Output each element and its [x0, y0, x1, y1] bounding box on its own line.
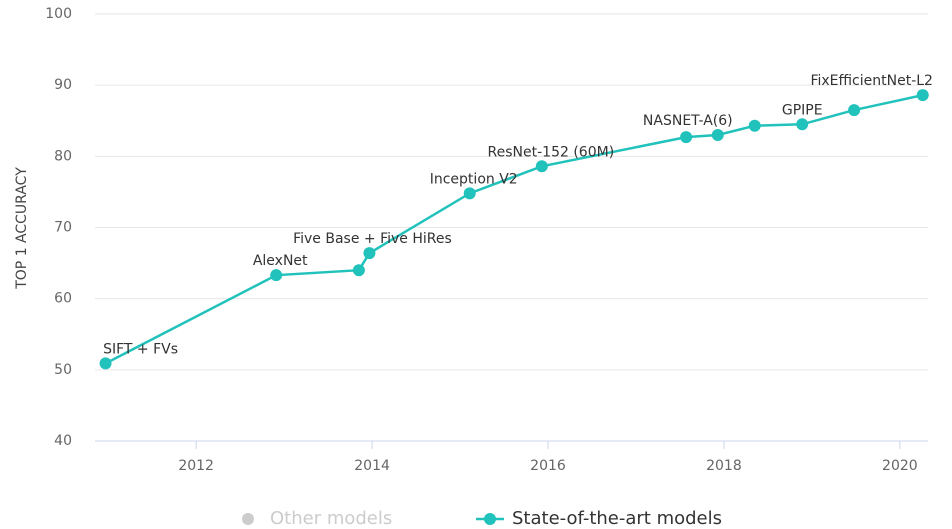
- data-point: [535, 160, 548, 173]
- legend-symbol: [484, 513, 496, 525]
- x-tick-label: 2020: [882, 458, 918, 474]
- y-tick-label: 70: [54, 220, 72, 236]
- y-tick-label: 90: [54, 77, 72, 93]
- x-tick-label: 2012: [178, 458, 214, 474]
- point-label: AlexNet: [253, 253, 308, 269]
- point-label: ResNet-152 (60M): [488, 144, 615, 160]
- legend-symbol: [242, 513, 254, 525]
- data-point: [352, 264, 365, 277]
- data-point: [680, 131, 693, 144]
- y-tick-label: 80: [54, 148, 72, 164]
- y-tick-label: 100: [45, 6, 72, 22]
- x-tick-label: 2014: [354, 458, 390, 474]
- y-tick-label: 60: [54, 291, 72, 307]
- data-point: [748, 119, 761, 132]
- data-point: [848, 104, 861, 117]
- point-label: NASNET-A(6): [643, 113, 733, 129]
- y-axis-title: TOP 1 ACCURACY: [14, 167, 30, 290]
- data-point: [363, 247, 376, 260]
- point-label: FixEfficientNet-L2: [810, 73, 933, 89]
- point-label: Five Base + Five HiRes: [293, 231, 452, 247]
- point-label: GPIPE: [782, 102, 823, 118]
- y-tick-label: 40: [54, 433, 72, 449]
- x-tick-label: 2016: [530, 458, 566, 474]
- data-point: [463, 187, 476, 200]
- data-point: [270, 269, 283, 282]
- data-point: [711, 128, 724, 141]
- data-point: [916, 89, 929, 102]
- legend-label: Other models: [270, 508, 392, 529]
- x-tick-label: 2018: [706, 458, 742, 474]
- series-line: [104, 93, 923, 365]
- legend-label: State-of-the-art models: [512, 508, 722, 529]
- y-tick-label: 50: [54, 362, 72, 378]
- point-label: Inception V2: [430, 171, 518, 187]
- data-point: [99, 357, 112, 370]
- data-point: [796, 118, 809, 131]
- point-label: SIFT + FVs: [103, 341, 178, 357]
